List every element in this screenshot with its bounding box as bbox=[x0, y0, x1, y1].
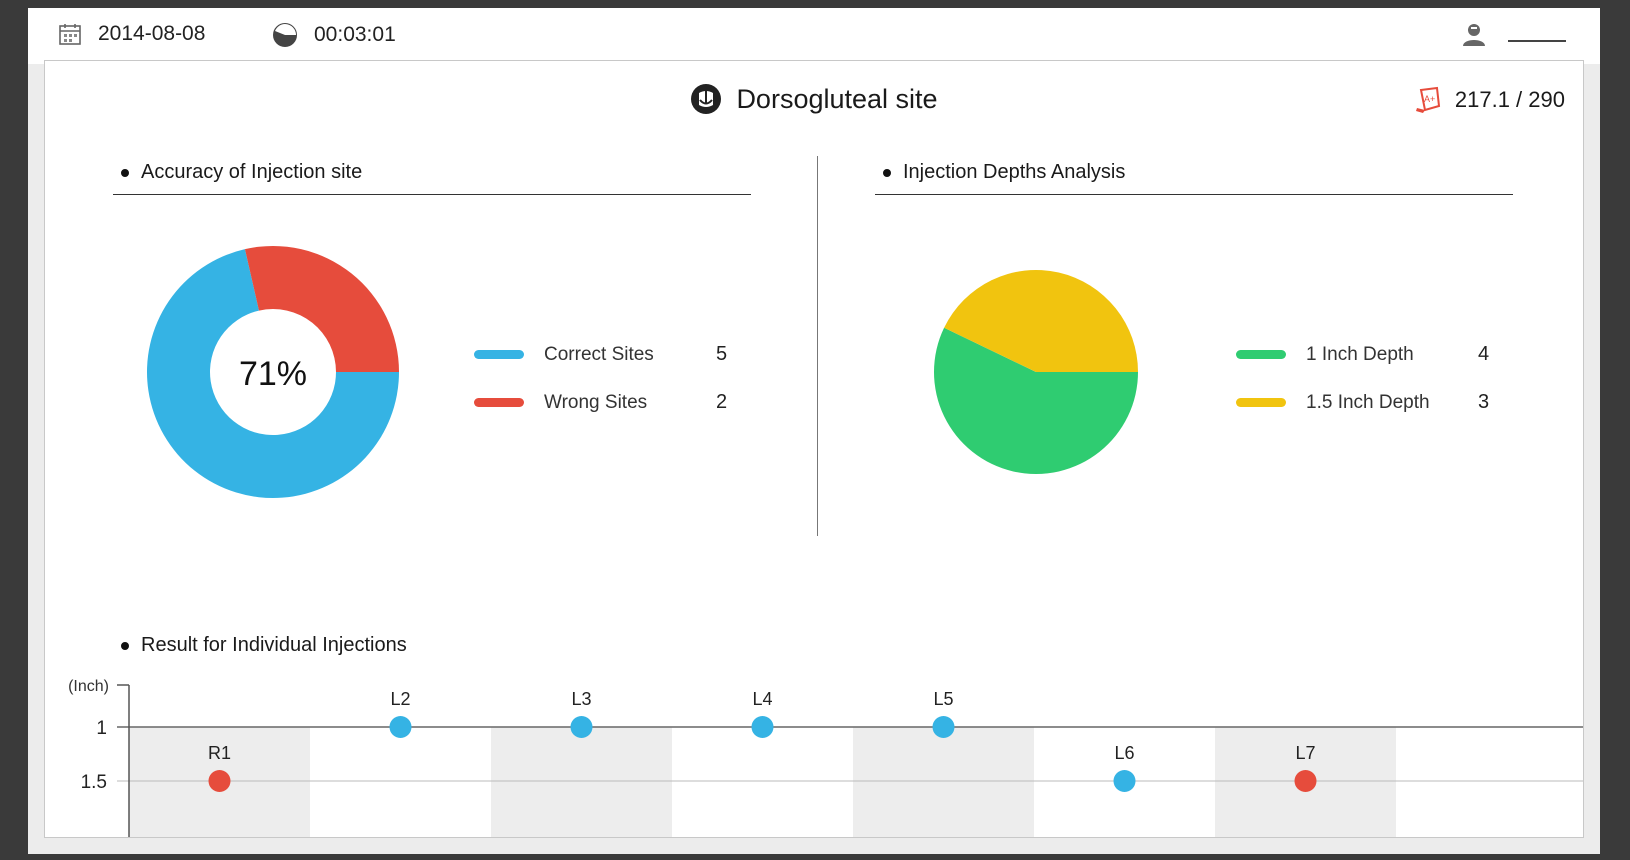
results-heading: Result for Individual Injections bbox=[121, 634, 407, 657]
svg-text:A+: A+ bbox=[1424, 94, 1435, 104]
title-text: Dorsogluteal site bbox=[736, 83, 938, 114]
column-shade bbox=[853, 727, 1034, 837]
pie-slice-1-inch-depth bbox=[934, 327, 1138, 475]
legend-1-5-inch-depth: 1.5 Inch Depth 3 bbox=[1236, 391, 1489, 414]
injection-point-r1 bbox=[208, 770, 231, 792]
depths-heading-text: Injection Depths Analysis bbox=[903, 161, 1126, 183]
injection-point-l5 bbox=[932, 716, 955, 738]
donut-slice-wrong-sites bbox=[244, 246, 399, 372]
calendar-icon bbox=[59, 24, 81, 45]
score-text: 217.1 / 290 bbox=[1454, 87, 1565, 112]
date-text: 2014-08-08 bbox=[98, 22, 206, 45]
injection-point-l2 bbox=[389, 716, 412, 738]
injection-point-l4 bbox=[751, 716, 774, 738]
donut-center-label: 71% bbox=[239, 355, 307, 393]
app-window: 2014-08-08 00:03:01 bbox=[28, 8, 1600, 854]
legend-swatch bbox=[1236, 350, 1286, 359]
legend-label: 1 Inch Depth bbox=[1306, 343, 1414, 365]
date-display: 2014-08-08 bbox=[58, 22, 205, 46]
legend-label: Wrong Sites bbox=[544, 391, 648, 413]
column-shade bbox=[491, 727, 672, 837]
depths-heading-rule bbox=[875, 194, 1513, 195]
injection-label: L2 bbox=[390, 689, 410, 709]
charts-canvas: 71% 1 1.5 (Inch) R1 L2 L3 L4 L5 L6 L7 bbox=[68, 246, 1583, 837]
result-panel: Dorsogluteal site A+ 217.1 / 290 Accurac… bbox=[44, 60, 1584, 838]
depths-heading: Injection Depths Analysis bbox=[883, 161, 1125, 184]
injection-label: L6 bbox=[1114, 743, 1134, 763]
pie-slice-1-5-inch-depth bbox=[944, 270, 1138, 372]
legend-wrong-sites: Wrong Sites 2 bbox=[474, 391, 727, 414]
timer-text: 00:03:01 bbox=[314, 23, 396, 46]
legend-swatch bbox=[474, 398, 524, 407]
top-bar: 2014-08-08 00:03:01 bbox=[28, 8, 1600, 64]
y-tick-label: 1.5 bbox=[81, 772, 107, 793]
accuracy-heading: Accuracy of Injection site bbox=[121, 161, 362, 184]
bullet-icon bbox=[121, 168, 129, 177]
legend-1-inch-depth: 1 Inch Depth 4 bbox=[1236, 343, 1489, 366]
legend-correct-sites: Correct Sites 5 bbox=[474, 343, 727, 366]
bullet-icon bbox=[883, 168, 891, 177]
accuracy-heading-rule bbox=[113, 194, 751, 195]
legend-label: 1.5 Inch Depth bbox=[1306, 391, 1430, 413]
legend-count: 3 bbox=[1478, 391, 1490, 413]
legend-swatch bbox=[1236, 398, 1286, 407]
injection-point-l3 bbox=[570, 716, 593, 738]
user-icon bbox=[1463, 24, 1485, 46]
injection-label: L7 bbox=[1295, 743, 1315, 763]
injection-point-l7 bbox=[1294, 770, 1317, 792]
grade-icon: A+ bbox=[1415, 86, 1440, 113]
user-name-underline bbox=[1508, 40, 1566, 42]
section-divider bbox=[817, 156, 818, 536]
y-axis-label: (Inch) bbox=[68, 678, 109, 695]
timer-icon bbox=[273, 23, 297, 47]
timer-display: 00:03:01 bbox=[272, 22, 396, 48]
user-profile[interactable] bbox=[1460, 20, 1504, 48]
score-display: A+ 217.1 / 290 bbox=[1415, 86, 1565, 114]
legend-count: 5 bbox=[716, 343, 728, 365]
results-heading-text: Result for Individual Injections bbox=[141, 634, 407, 656]
legend-swatch bbox=[474, 350, 524, 359]
legend-count: 2 bbox=[716, 391, 728, 413]
donut-slice-correct-sites bbox=[147, 249, 399, 499]
injection-label: R1 bbox=[208, 743, 231, 763]
injection-label: L4 bbox=[752, 689, 772, 709]
injection-label: L5 bbox=[933, 689, 953, 709]
injection-point-l6 bbox=[1113, 770, 1136, 792]
y-tick-label: 1 bbox=[96, 718, 107, 739]
accuracy-heading-text: Accuracy of Injection site bbox=[141, 161, 363, 183]
legend-count: 4 bbox=[1478, 343, 1490, 365]
injection-label: L3 bbox=[571, 689, 591, 709]
legend-label: Correct Sites bbox=[544, 343, 654, 365]
site-icon bbox=[691, 84, 722, 114]
page-title: Dorsogluteal site bbox=[45, 83, 1583, 115]
bullet-icon bbox=[121, 641, 129, 650]
